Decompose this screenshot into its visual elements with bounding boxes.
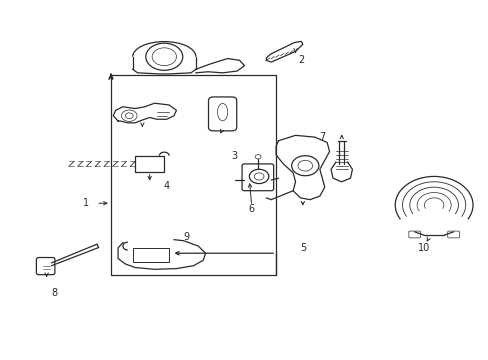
Text: 7: 7 (319, 132, 325, 142)
Text: 1: 1 (83, 198, 89, 208)
Text: 3: 3 (231, 151, 237, 161)
Text: 8: 8 (52, 288, 58, 298)
Bar (135, 156, 164, 172)
Text: 2: 2 (298, 55, 304, 65)
Text: 4: 4 (163, 181, 169, 192)
Text: 10: 10 (417, 243, 429, 253)
Text: 5: 5 (299, 243, 305, 253)
Text: 6: 6 (248, 203, 254, 213)
Text: 9: 9 (183, 232, 189, 242)
